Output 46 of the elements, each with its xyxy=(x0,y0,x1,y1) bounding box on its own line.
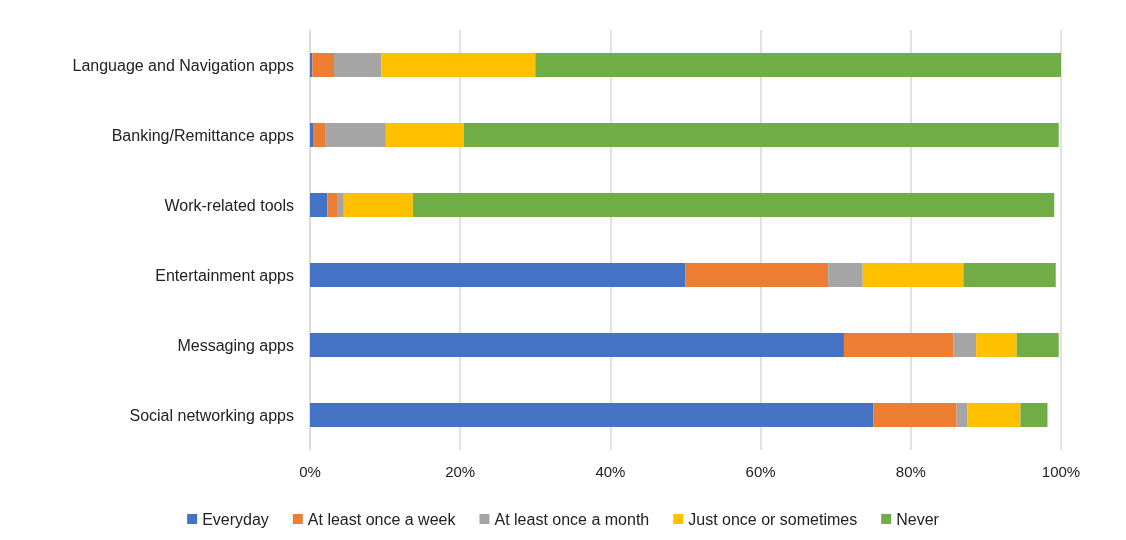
bar xyxy=(310,403,874,427)
bar xyxy=(334,53,382,77)
bar xyxy=(956,403,968,427)
y-tick-label: Work-related tools xyxy=(164,196,294,214)
x-tick-label: 60% xyxy=(745,463,776,480)
legend-label: Never xyxy=(896,510,940,528)
x-tick-label: 80% xyxy=(895,463,926,480)
bar xyxy=(310,333,844,357)
y-tick-label: Banking/Remittance apps xyxy=(111,126,294,144)
bar xyxy=(1020,403,1048,427)
bar xyxy=(312,53,335,77)
y-tick-label: Social networking apps xyxy=(129,406,294,424)
x-tick-label: 40% xyxy=(595,463,626,480)
legend-label: At least once a month xyxy=(494,510,650,528)
y-tick-label: Language and Navigation apps xyxy=(72,56,294,74)
bar xyxy=(535,53,1061,77)
bar xyxy=(337,193,344,217)
y-tick-label: Entertainment apps xyxy=(155,266,294,284)
bar xyxy=(310,193,328,217)
bar xyxy=(873,403,957,427)
bar xyxy=(313,123,326,147)
x-tick-label: 0% xyxy=(299,463,321,480)
legend-label: Just once or sometimes xyxy=(688,510,858,528)
y-tick-label: Messaging apps xyxy=(177,336,294,354)
bar xyxy=(381,53,536,77)
bar xyxy=(343,193,413,217)
bar xyxy=(828,263,863,287)
bar xyxy=(325,123,386,147)
bar xyxy=(327,193,338,217)
x-tick-label: 20% xyxy=(445,463,476,480)
bar xyxy=(310,123,313,147)
bar xyxy=(310,263,686,287)
bar xyxy=(953,333,977,357)
bar xyxy=(385,123,464,147)
x-tick-label: 100% xyxy=(1041,463,1081,480)
legend-label: At least once a week xyxy=(307,510,457,528)
bar xyxy=(963,263,1056,287)
bar xyxy=(862,263,964,287)
bar xyxy=(976,333,1017,357)
bar xyxy=(412,193,1055,217)
bar xyxy=(685,263,829,287)
bar xyxy=(967,403,1021,427)
bar xyxy=(1016,333,1059,357)
bar xyxy=(463,123,1059,147)
bar xyxy=(843,333,954,357)
legend-label: Everyday xyxy=(202,510,269,528)
